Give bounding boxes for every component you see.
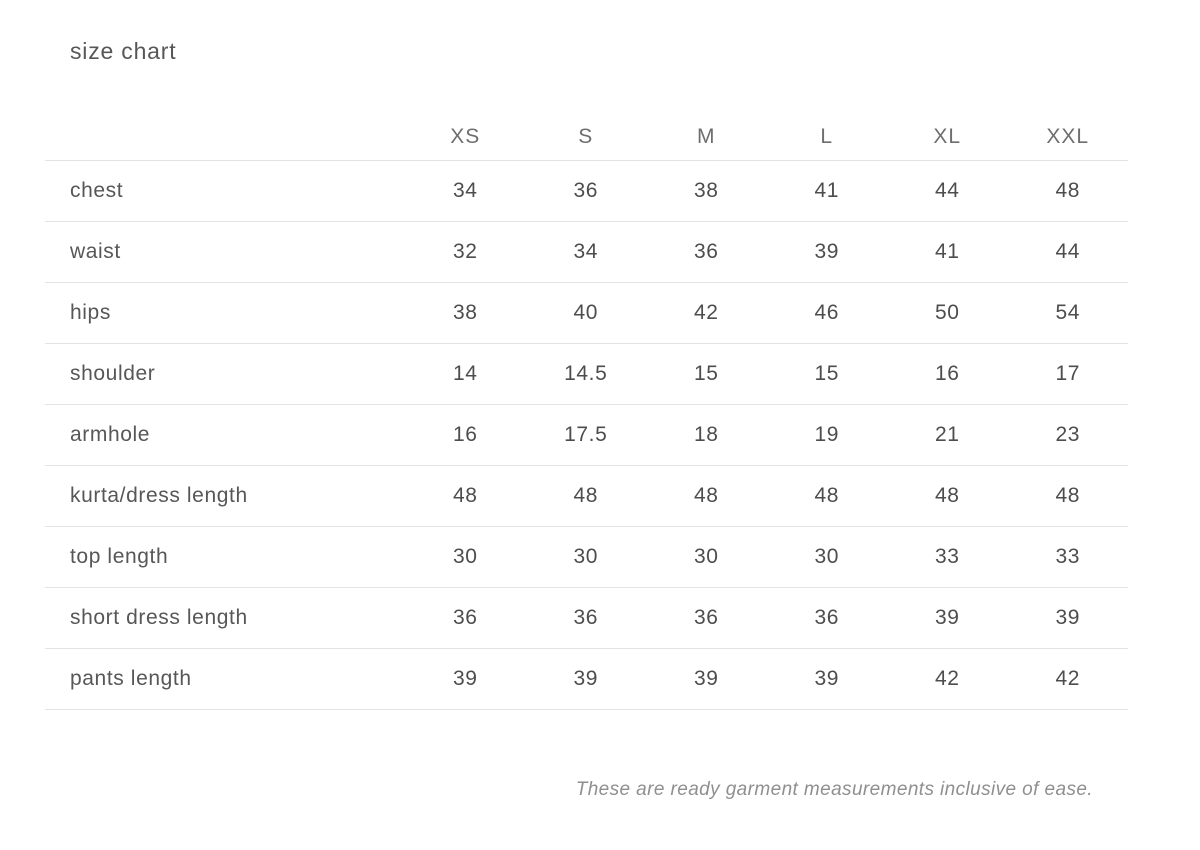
measurement-value: 48 xyxy=(1055,178,1081,202)
measurement-value: 30 xyxy=(452,544,478,568)
row-label: top length xyxy=(70,544,169,568)
measurement-value: 41 xyxy=(814,178,840,202)
measurement-value: 15 xyxy=(814,361,840,385)
measurement-value: 39 xyxy=(814,239,840,263)
page-title: size chart xyxy=(70,38,177,64)
table-row: pants length 39 39 39 39 42 42 xyxy=(45,648,1128,709)
size-table-body: chest 34 36 38 41 44 48 waist 32 34 36 39 41 44 hips 38… xyxy=(45,160,1128,709)
measurement-value: 14 xyxy=(452,361,478,385)
row-label: armhole xyxy=(70,422,151,446)
size-columns-row: XS S M L XL XXL xyxy=(45,114,1128,160)
measurement-value: 36 xyxy=(693,605,719,629)
measurement-value: 46 xyxy=(814,300,840,324)
measurement-value: 39 xyxy=(452,666,478,690)
row-label: kurta/dress length xyxy=(70,483,248,507)
table-row: short dress length 36 36 36 36 39 39 xyxy=(45,587,1128,648)
measurement-value: 50 xyxy=(934,300,960,324)
row-label: short dress length xyxy=(70,605,248,629)
measurement-value: 16 xyxy=(452,422,478,446)
measurement-value: 17 xyxy=(1055,361,1081,385)
measurement-value: 23 xyxy=(1055,422,1081,446)
measurement-value: 42 xyxy=(693,300,719,324)
column-header-l: L xyxy=(820,124,834,148)
measurement-value: 48 xyxy=(452,483,478,507)
measurement-value: 34 xyxy=(452,178,478,202)
row-label: chest xyxy=(70,178,124,202)
table-row: waist 32 34 36 39 41 44 xyxy=(45,221,1128,282)
table-row: hips 38 40 42 46 50 54 xyxy=(45,282,1128,343)
measurement-value: 39 xyxy=(573,666,599,690)
column-header-m: M xyxy=(697,124,716,148)
empty-corner-cell xyxy=(45,114,405,160)
table-row: armhole 16 17.5 18 19 21 23 xyxy=(45,404,1128,465)
measurement-value: 38 xyxy=(693,178,719,202)
column-header-xs: XS xyxy=(450,124,481,148)
measurement-value: 39 xyxy=(934,605,960,629)
measurement-value: 44 xyxy=(1055,239,1081,263)
measurement-value: 42 xyxy=(934,666,960,690)
measurement-value: 15 xyxy=(693,361,719,385)
measurement-value: 41 xyxy=(934,239,960,263)
measurement-value: 36 xyxy=(573,605,599,629)
measurement-value: 33 xyxy=(934,544,960,568)
measurement-value: 36 xyxy=(452,605,478,629)
measurement-value: 48 xyxy=(1055,483,1081,507)
column-header-xl: XL xyxy=(933,124,962,148)
measurement-value: 48 xyxy=(693,483,719,507)
row-label: pants length xyxy=(70,666,192,690)
measurement-value: 30 xyxy=(814,544,840,568)
table-row: chest 34 36 38 41 44 48 xyxy=(45,160,1128,221)
measurement-value: 38 xyxy=(452,300,478,324)
measurement-value: 30 xyxy=(573,544,599,568)
measurement-value: 39 xyxy=(693,666,719,690)
column-header-xxl: XXL xyxy=(1046,124,1090,148)
column-header-s: S xyxy=(578,124,594,148)
measurement-value: 30 xyxy=(693,544,719,568)
measurement-value: 16 xyxy=(934,361,960,385)
table-row: shoulder 14 14.5 15 15 16 17 xyxy=(45,343,1128,404)
measurement-value: 33 xyxy=(1055,544,1081,568)
table-row: top length 30 30 30 30 33 33 xyxy=(45,526,1128,587)
measurement-value: 17.5 xyxy=(564,422,608,446)
table-row: kurta/dress length 48 48 48 48 48 48 xyxy=(45,465,1128,526)
measurement-value: 36 xyxy=(573,178,599,202)
row-label: shoulder xyxy=(70,361,156,385)
measurement-value: 18 xyxy=(693,422,719,446)
measurement-value: 36 xyxy=(693,239,719,263)
footnote: These are ready garment measurements inc… xyxy=(575,779,1093,800)
measurement-value: 44 xyxy=(934,178,960,202)
measurement-value: 39 xyxy=(814,666,840,690)
measurement-value: 42 xyxy=(1055,666,1081,690)
measurement-value: 32 xyxy=(452,239,478,263)
size-chart-table: XS S M L XL XXL chest 34 36 38 41 44 48 waist 32 34 36 3… xyxy=(45,114,1128,710)
measurement-value: 48 xyxy=(814,483,840,507)
row-label: hips xyxy=(70,300,111,324)
measurement-value: 36 xyxy=(814,605,840,629)
measurement-value: 14.5 xyxy=(564,361,608,385)
measurement-value: 19 xyxy=(814,422,840,446)
row-label: waist xyxy=(70,239,121,263)
measurement-value: 34 xyxy=(573,239,599,263)
measurement-value: 54 xyxy=(1055,300,1081,324)
measurement-value: 39 xyxy=(1055,605,1081,629)
measurement-value: 48 xyxy=(934,483,960,507)
measurement-value: 40 xyxy=(573,300,599,324)
measurement-value: 21 xyxy=(934,422,960,446)
measurement-value: 48 xyxy=(573,483,599,507)
